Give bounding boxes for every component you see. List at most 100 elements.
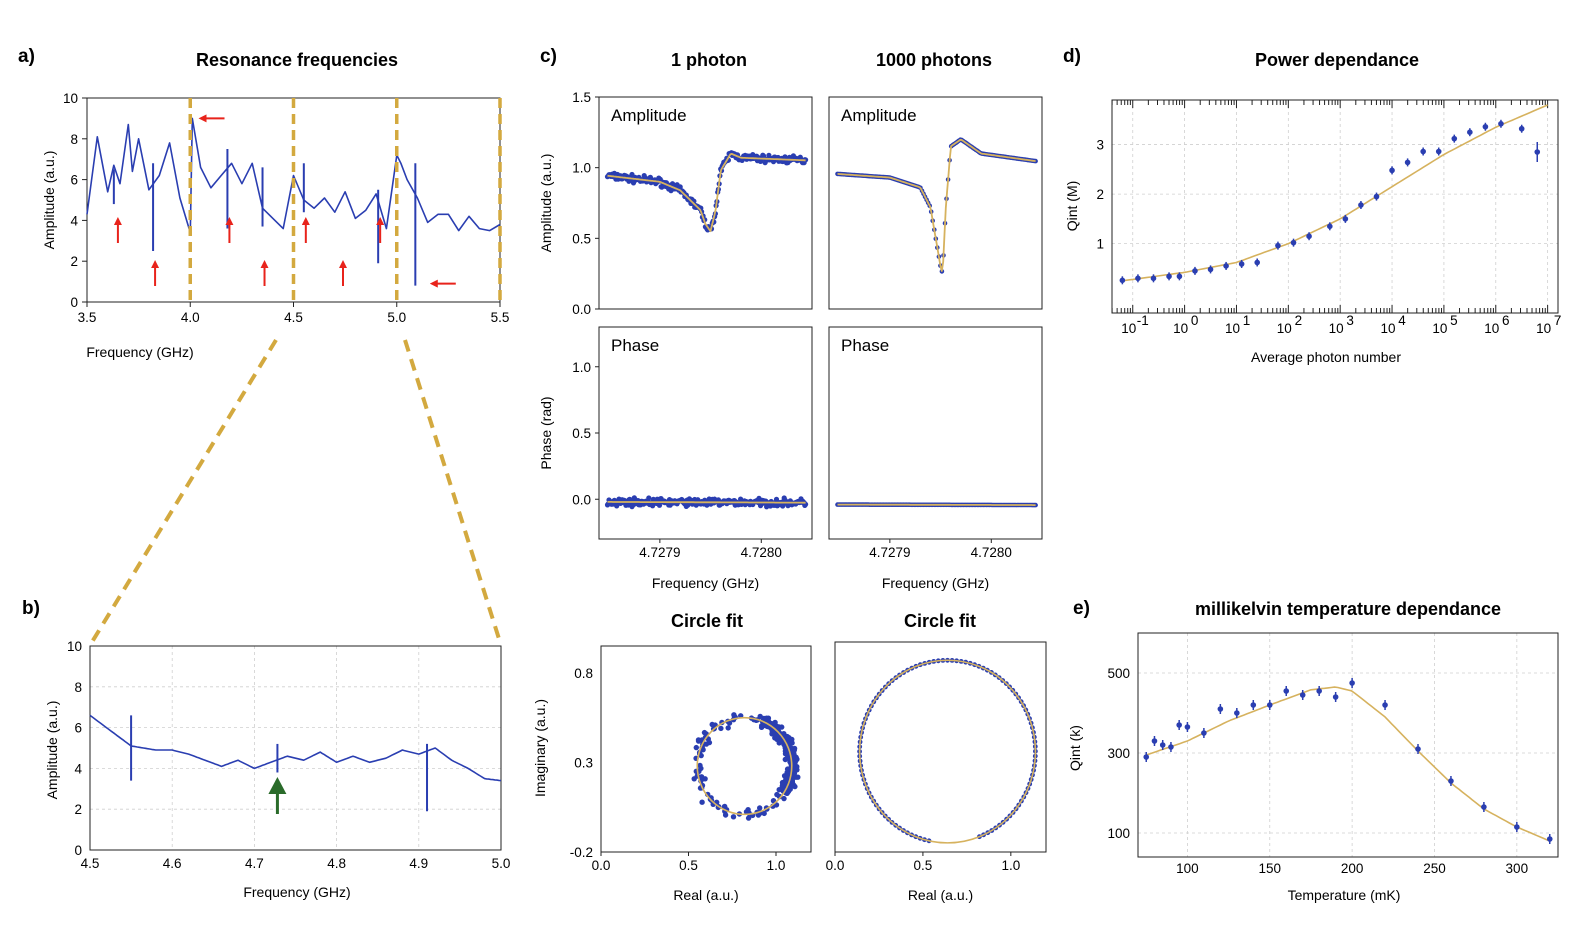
- data-point-circle: [776, 787, 782, 793]
- data-point-d: [1534, 149, 1541, 155]
- data-point-circle: [698, 774, 705, 780]
- data-point-c: [685, 502, 691, 508]
- y-tick-label-circle: -0.2: [570, 845, 593, 860]
- x-tick-exponent-d: 3: [1346, 313, 1354, 328]
- x-tick-label-c: 4.7280: [971, 545, 1012, 560]
- x-tick-label-a: 5.0: [387, 310, 406, 325]
- x-tick-base-d: 10: [1329, 321, 1344, 336]
- x-tick-exponent-d: 7: [1554, 313, 1562, 328]
- data-point-d: [1238, 261, 1245, 267]
- x-axis-label-a: Frequency (GHz): [86, 344, 193, 360]
- x-axis-label-c: Frequency (GHz): [882, 575, 989, 591]
- data-point-c: [656, 502, 663, 508]
- data-point-d: [1373, 193, 1380, 200]
- data-point-circle: [773, 723, 779, 729]
- y-tick-label-b: 10: [67, 639, 82, 654]
- x-tick-label-e: 100: [1176, 861, 1199, 876]
- y-axis-label-d: Qint (M): [1064, 181, 1080, 232]
- x-tick-label-a: 5.5: [491, 310, 510, 325]
- data-point-circle: [793, 757, 799, 764]
- y-axis-label-b: Amplitude (a.u.): [44, 701, 60, 800]
- panel-label-b: b): [22, 598, 40, 619]
- data-point-e: [1546, 836, 1553, 842]
- title-e: millikelvin temperature dependance: [1195, 599, 1501, 619]
- data-point-circle: [778, 738, 784, 744]
- data-point-circle: [709, 721, 715, 728]
- panel-c: Amplitude 0.0 0.5 1.0 1.5 Amplitude (a.u.) Amp…: [532, 90, 1047, 903]
- data-point-c: [780, 503, 786, 509]
- y-tick-label-a: 2: [70, 254, 78, 269]
- data-point-circle: [774, 736, 780, 742]
- y-tick-label-c: 1.0: [572, 360, 591, 375]
- panel-e: 100 150 200 250 300 100 300 500 Temperature (mK)…: [1067, 632, 1559, 903]
- data-point-circle: [745, 807, 751, 813]
- inset-label-c: Amplitude: [611, 106, 687, 125]
- zoom-connector-right: [403, 339, 502, 643]
- data-point-circle: [791, 745, 798, 752]
- x-tick-base-d: 10: [1121, 321, 1136, 336]
- y-axis-label-c: Phase (rad): [538, 396, 554, 469]
- x-tick-label-c: 4.7280: [741, 545, 782, 560]
- plot-frame-b: [89, 645, 502, 851]
- data-point-circle: [789, 736, 795, 743]
- data-point-e: [1514, 824, 1520, 830]
- data-point-e: [1159, 742, 1166, 748]
- data-point-circle: [792, 783, 798, 790]
- x-tick-label-b: 4.6: [163, 856, 182, 871]
- data-point-circle: [774, 791, 780, 798]
- y-tick-label-b: 6: [74, 721, 82, 736]
- fit-circle: [858, 659, 1037, 844]
- y-tick-label-a: 8: [70, 132, 78, 147]
- data-point-e: [1184, 724, 1191, 730]
- y-tick-label-a: 10: [63, 91, 78, 106]
- plot-frame-d: [1111, 99, 1559, 314]
- y-tick-label-b: 8: [74, 680, 82, 695]
- y-tick-label-b: 4: [74, 761, 82, 776]
- y-tick-label-c: 0.0: [572, 492, 591, 507]
- panel-label-a: a): [18, 46, 35, 67]
- y-tick-label-c: 1.5: [572, 90, 591, 105]
- x-tick-label-b: 4.8: [327, 856, 346, 871]
- fit-curve-c: [837, 503, 1036, 507]
- y-tick-label-e: 300: [1107, 746, 1130, 761]
- panel-label-c: c): [540, 46, 557, 67]
- y-axis-label-circle: Imaginary (a.u.): [532, 699, 548, 797]
- x-tick-base-d: 10: [1225, 321, 1240, 336]
- data-point-circle: [781, 795, 787, 802]
- x-axis-label-circle: Real (a.u.): [908, 887, 973, 903]
- data-point-d: [1420, 148, 1426, 155]
- x-tick-label-circle: 0.0: [826, 858, 845, 873]
- fit-curve-c: [607, 500, 806, 504]
- x-tick-label-e: 300: [1506, 861, 1529, 876]
- data-point-e: [1201, 730, 1207, 736]
- y-tick-label-e: 500: [1107, 666, 1130, 681]
- data-point-e: [1349, 680, 1355, 686]
- title-a: Resonance frequencies: [196, 50, 398, 70]
- data-point-d: [1166, 273, 1172, 280]
- fit-curve-c: [837, 138, 1036, 272]
- plot-frame-c: [828, 96, 1043, 310]
- data-point-circle: [757, 805, 763, 811]
- data-point-circle: [771, 731, 777, 737]
- x-axis-label-circle: Real (a.u.): [673, 887, 738, 903]
- x-tick-label-b: 5.0: [492, 856, 511, 871]
- data-point-circle: [790, 750, 796, 756]
- data-point-e: [1151, 738, 1158, 744]
- title-d: Power dependance: [1255, 50, 1419, 70]
- x-tick-exponent-d: -1: [1137, 313, 1149, 328]
- x-tick-label-circle: 0.0: [592, 858, 611, 873]
- data-point-circle: [701, 729, 708, 736]
- data-point-d: [1192, 268, 1198, 274]
- x-axis-label-d: Average photon number: [1251, 349, 1401, 365]
- plot-frame-circle: [834, 641, 1047, 853]
- data-point-e: [1382, 702, 1388, 708]
- data-point-d: [1150, 275, 1157, 282]
- y-tick-label-b: 2: [74, 802, 82, 817]
- y-tick-label-e: 100: [1107, 826, 1130, 841]
- data-point-d: [1207, 266, 1214, 273]
- y-tick-label-a: 4: [70, 213, 78, 228]
- data-point-circle: [725, 725, 731, 731]
- y-tick-label-d: 2: [1096, 187, 1104, 202]
- y-tick-label-d: 1: [1096, 237, 1104, 252]
- plot-frame-c: [598, 96, 813, 310]
